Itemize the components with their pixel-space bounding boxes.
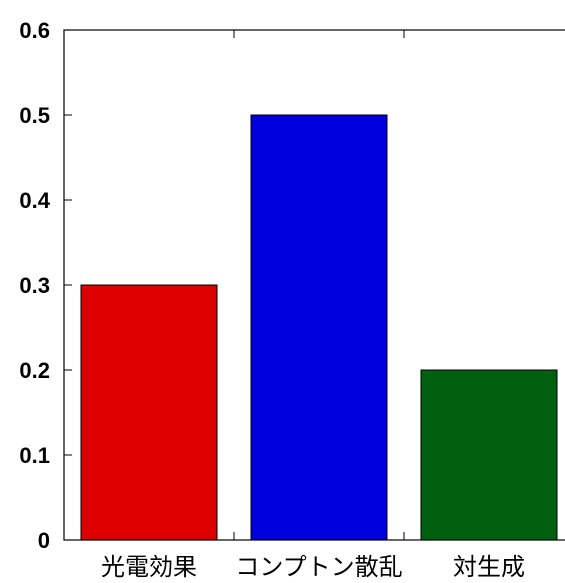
y-tick-label: 0.6	[19, 18, 50, 43]
y-tick-label: 0.1	[19, 443, 50, 468]
bar-1	[250, 114, 388, 541]
y-tick-label: 0.4	[19, 188, 50, 213]
x-category-label: コンプトン散乱	[235, 553, 402, 581]
y-tick-label: 0.2	[19, 358, 50, 383]
y-tick-label: 0	[38, 528, 50, 553]
bar-2	[420, 369, 558, 541]
x-axis: 光電効果 コンプトン散乱 対生成	[101, 30, 525, 581]
y-tick-label: 0.5	[19, 103, 50, 128]
y-tick-label: 0.3	[19, 273, 50, 298]
bar-0	[80, 284, 218, 541]
x-category-label: 光電効果	[101, 553, 197, 581]
y-axis: 0 0.1 0.2 0.3 0.4 0.5 0.6	[19, 18, 72, 553]
x-category-label: 対生成	[453, 553, 525, 581]
bars-group	[80, 114, 558, 541]
